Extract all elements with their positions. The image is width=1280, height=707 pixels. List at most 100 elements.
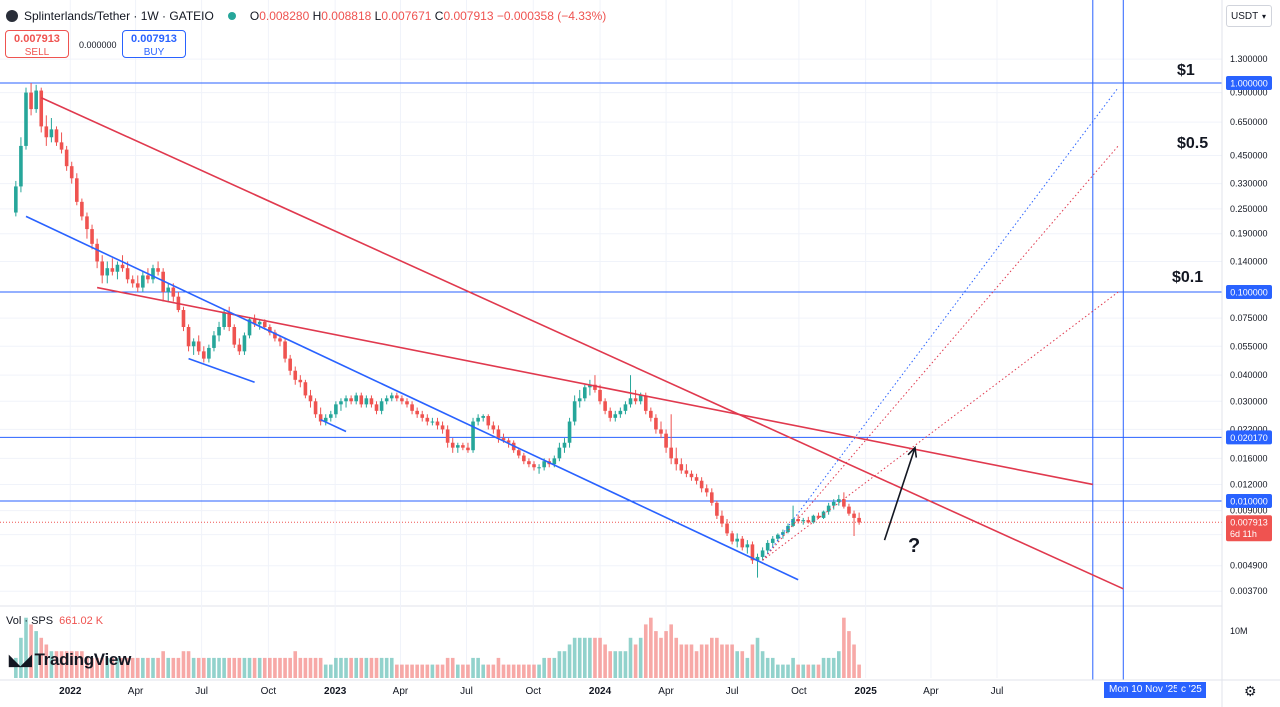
volume-bar <box>313 657 318 678</box>
candle-body <box>583 387 587 399</box>
volume-bar <box>623 651 628 678</box>
candle-body <box>222 312 226 328</box>
candle-body <box>649 410 653 418</box>
candle-body <box>720 515 724 524</box>
volume-bar <box>786 664 790 678</box>
volume-bar <box>329 664 333 678</box>
volume-bar <box>359 657 364 678</box>
candle-body <box>354 395 358 402</box>
candle-body <box>232 327 237 345</box>
volume-bar <box>755 637 760 678</box>
candle-body <box>847 506 851 514</box>
last-price-label: 0.007913 <box>1230 518 1268 528</box>
volume-bar <box>643 624 648 678</box>
volume-bar <box>166 657 171 678</box>
candle-body <box>196 341 201 352</box>
volume-bar <box>146 657 150 678</box>
candle-body <box>654 417 658 430</box>
candle-body <box>842 499 846 507</box>
candle-body <box>237 344 242 352</box>
trend-line <box>188 357 255 383</box>
volume-bar <box>420 664 425 678</box>
gear-icon[interactable]: ⚙ <box>1244 683 1257 699</box>
candle-body <box>796 519 800 522</box>
volume-bar <box>638 637 643 678</box>
volume-bar <box>405 664 409 678</box>
volume-bar <box>440 664 445 678</box>
grid <box>0 0 1222 678</box>
volume-bar <box>252 657 257 678</box>
candle-body <box>313 401 318 415</box>
volume-bar <box>684 644 689 678</box>
candle-body <box>577 398 582 402</box>
candle-body <box>141 275 145 288</box>
candle-body <box>135 283 140 288</box>
candle-body <box>557 447 562 459</box>
volume-bar <box>273 657 277 678</box>
volume-bar <box>125 657 130 678</box>
volume-bar <box>237 657 242 678</box>
candle-body <box>85 216 89 230</box>
candle-body <box>638 395 643 402</box>
candle-body <box>801 520 806 522</box>
candle-body <box>64 149 69 167</box>
price-line-tag <box>1226 494 1272 508</box>
volume-bar <box>720 644 724 678</box>
candle-body <box>420 414 425 418</box>
volume-bar <box>593 637 597 678</box>
candle-body <box>760 550 765 557</box>
y-tick-label: 0.250000 <box>1230 204 1268 214</box>
arrow-head <box>907 445 918 458</box>
volume-legend[interactable]: Vol · SPS 661.02 K <box>6 615 103 627</box>
x-tick-label: 2025 <box>855 686 878 697</box>
candle-body <box>689 473 694 478</box>
volume-bar <box>791 657 795 678</box>
tradingview-logo[interactable]: ◣◢ TradingView <box>9 650 131 670</box>
candle-body <box>29 92 33 110</box>
candle-body <box>593 384 597 390</box>
volume-bar <box>745 657 750 678</box>
volume-bar <box>852 644 856 678</box>
volume-bar <box>552 657 557 678</box>
volume-bar <box>837 651 841 678</box>
sell-button[interactable]: 0.007913 SELL <box>5 30 69 58</box>
candle-body <box>115 264 120 272</box>
volume-bar <box>24 617 28 678</box>
candle-body <box>684 470 689 474</box>
candle-body <box>476 417 480 422</box>
candle-body <box>191 341 196 347</box>
volume-bar <box>776 664 780 678</box>
volume-bar <box>674 637 679 678</box>
y-tick-label: 0.055000 <box>1230 341 1268 351</box>
volume-bar <box>339 657 343 678</box>
volume-bar <box>583 637 587 678</box>
volume-bar <box>608 651 612 678</box>
volume-bar <box>425 664 430 678</box>
x-tick-label: 2023 <box>324 686 347 697</box>
volume-bar <box>34 631 38 678</box>
candle-body <box>740 538 745 548</box>
buy-button[interactable]: 0.007913 BUY <box>122 30 186 58</box>
candle-body <box>522 455 526 462</box>
candle-body <box>750 544 755 561</box>
candle-body <box>730 533 734 542</box>
trend-line <box>25 215 799 581</box>
candle-body <box>14 186 18 213</box>
candle-body <box>90 229 94 244</box>
volume-bar <box>222 657 226 678</box>
volume-bar <box>567 644 572 678</box>
candle-body <box>572 401 577 422</box>
candle-body <box>633 398 638 402</box>
candle-body <box>430 421 435 423</box>
volume-bar <box>831 657 836 678</box>
currency-select[interactable]: USDT ▾ <box>1226 5 1272 27</box>
candle-body <box>857 517 861 523</box>
symbol-title[interactable]: Splinterlands/Tether · 1W · GATEIO <box>24 9 214 23</box>
candle-body <box>715 502 719 516</box>
y-tick-label: 0.330000 <box>1230 179 1268 189</box>
candle-body <box>130 279 135 284</box>
volume-bar <box>19 637 23 678</box>
candle-body <box>786 525 790 533</box>
price-axis: 1.300000 0.900000 0.650000 0.450000 0.330000… <box>1221 0 1280 707</box>
